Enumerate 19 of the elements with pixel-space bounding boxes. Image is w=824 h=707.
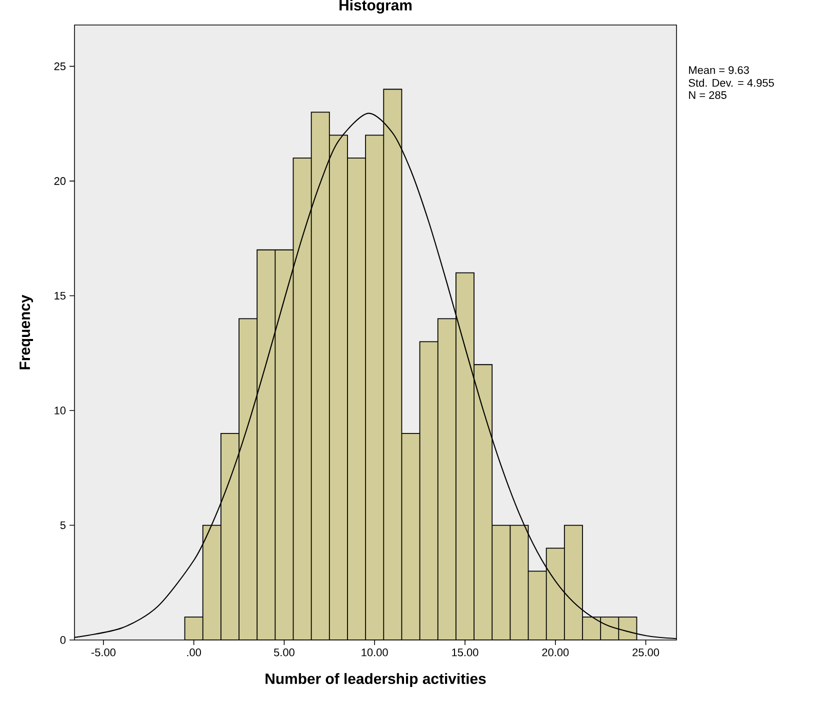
y-tick-label: 0	[60, 636, 66, 644]
x-tick-label: 20.00	[542, 648, 569, 656]
chart-title: Histogram	[340, 0, 412, 14]
x-tick-label: 5.00	[274, 648, 294, 656]
y-tick-label: 5	[60, 521, 66, 530]
y-axis-title: Frequency	[20, 294, 34, 370]
x-tick-label: .00	[187, 648, 201, 656]
x-axis-title: Number of leadership activities	[266, 673, 486, 687]
x-tick-label: -5.00	[91, 648, 116, 656]
text: N = 285	[689, 91, 726, 99]
text: Mean = 9.63	[689, 66, 749, 74]
x-tick-label: 10.00	[362, 648, 388, 656]
y-tick-label: 25	[54, 62, 66, 70]
y-tick-label: 15	[54, 292, 66, 300]
y-tick-label: 10	[54, 406, 66, 414]
text: Std. Dev. = 4.955	[688, 78, 774, 87]
x-tick-label: 15.00	[452, 648, 478, 656]
x-tick-label: 25.00	[632, 648, 660, 656]
y-tick-label: 20	[54, 177, 66, 185]
